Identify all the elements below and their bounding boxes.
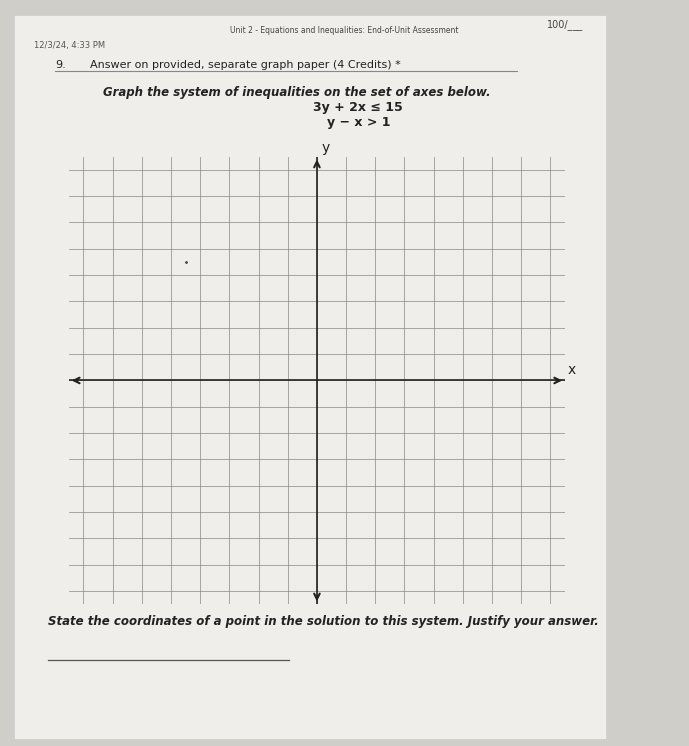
Text: 3y + 2x ≤ 15: 3y + 2x ≤ 15 [313,101,403,113]
Text: 9.: 9. [55,60,66,69]
Text: y − x > 1: y − x > 1 [327,116,390,128]
Text: 100/___: 100/___ [547,19,583,30]
Text: 12/3/24, 4:33 PM: 12/3/24, 4:33 PM [34,41,105,50]
Text: Graph the system of inequalities on the set of axes below.: Graph the system of inequalities on the … [103,86,491,98]
Bar [14,15,606,739]
Text: x: x [568,363,576,377]
Text: Answer on provided, separate graph paper (4 Credits) *: Answer on provided, separate graph paper… [90,60,400,69]
Text: Unit 2 - Equations and Inequalities: End-of-Unit Assessment: Unit 2 - Equations and Inequalities: End… [230,26,459,35]
Text: State the coordinates of a point in the solution to this system. Justify your an: State the coordinates of a point in the … [48,615,599,628]
Text: y: y [321,141,329,155]
